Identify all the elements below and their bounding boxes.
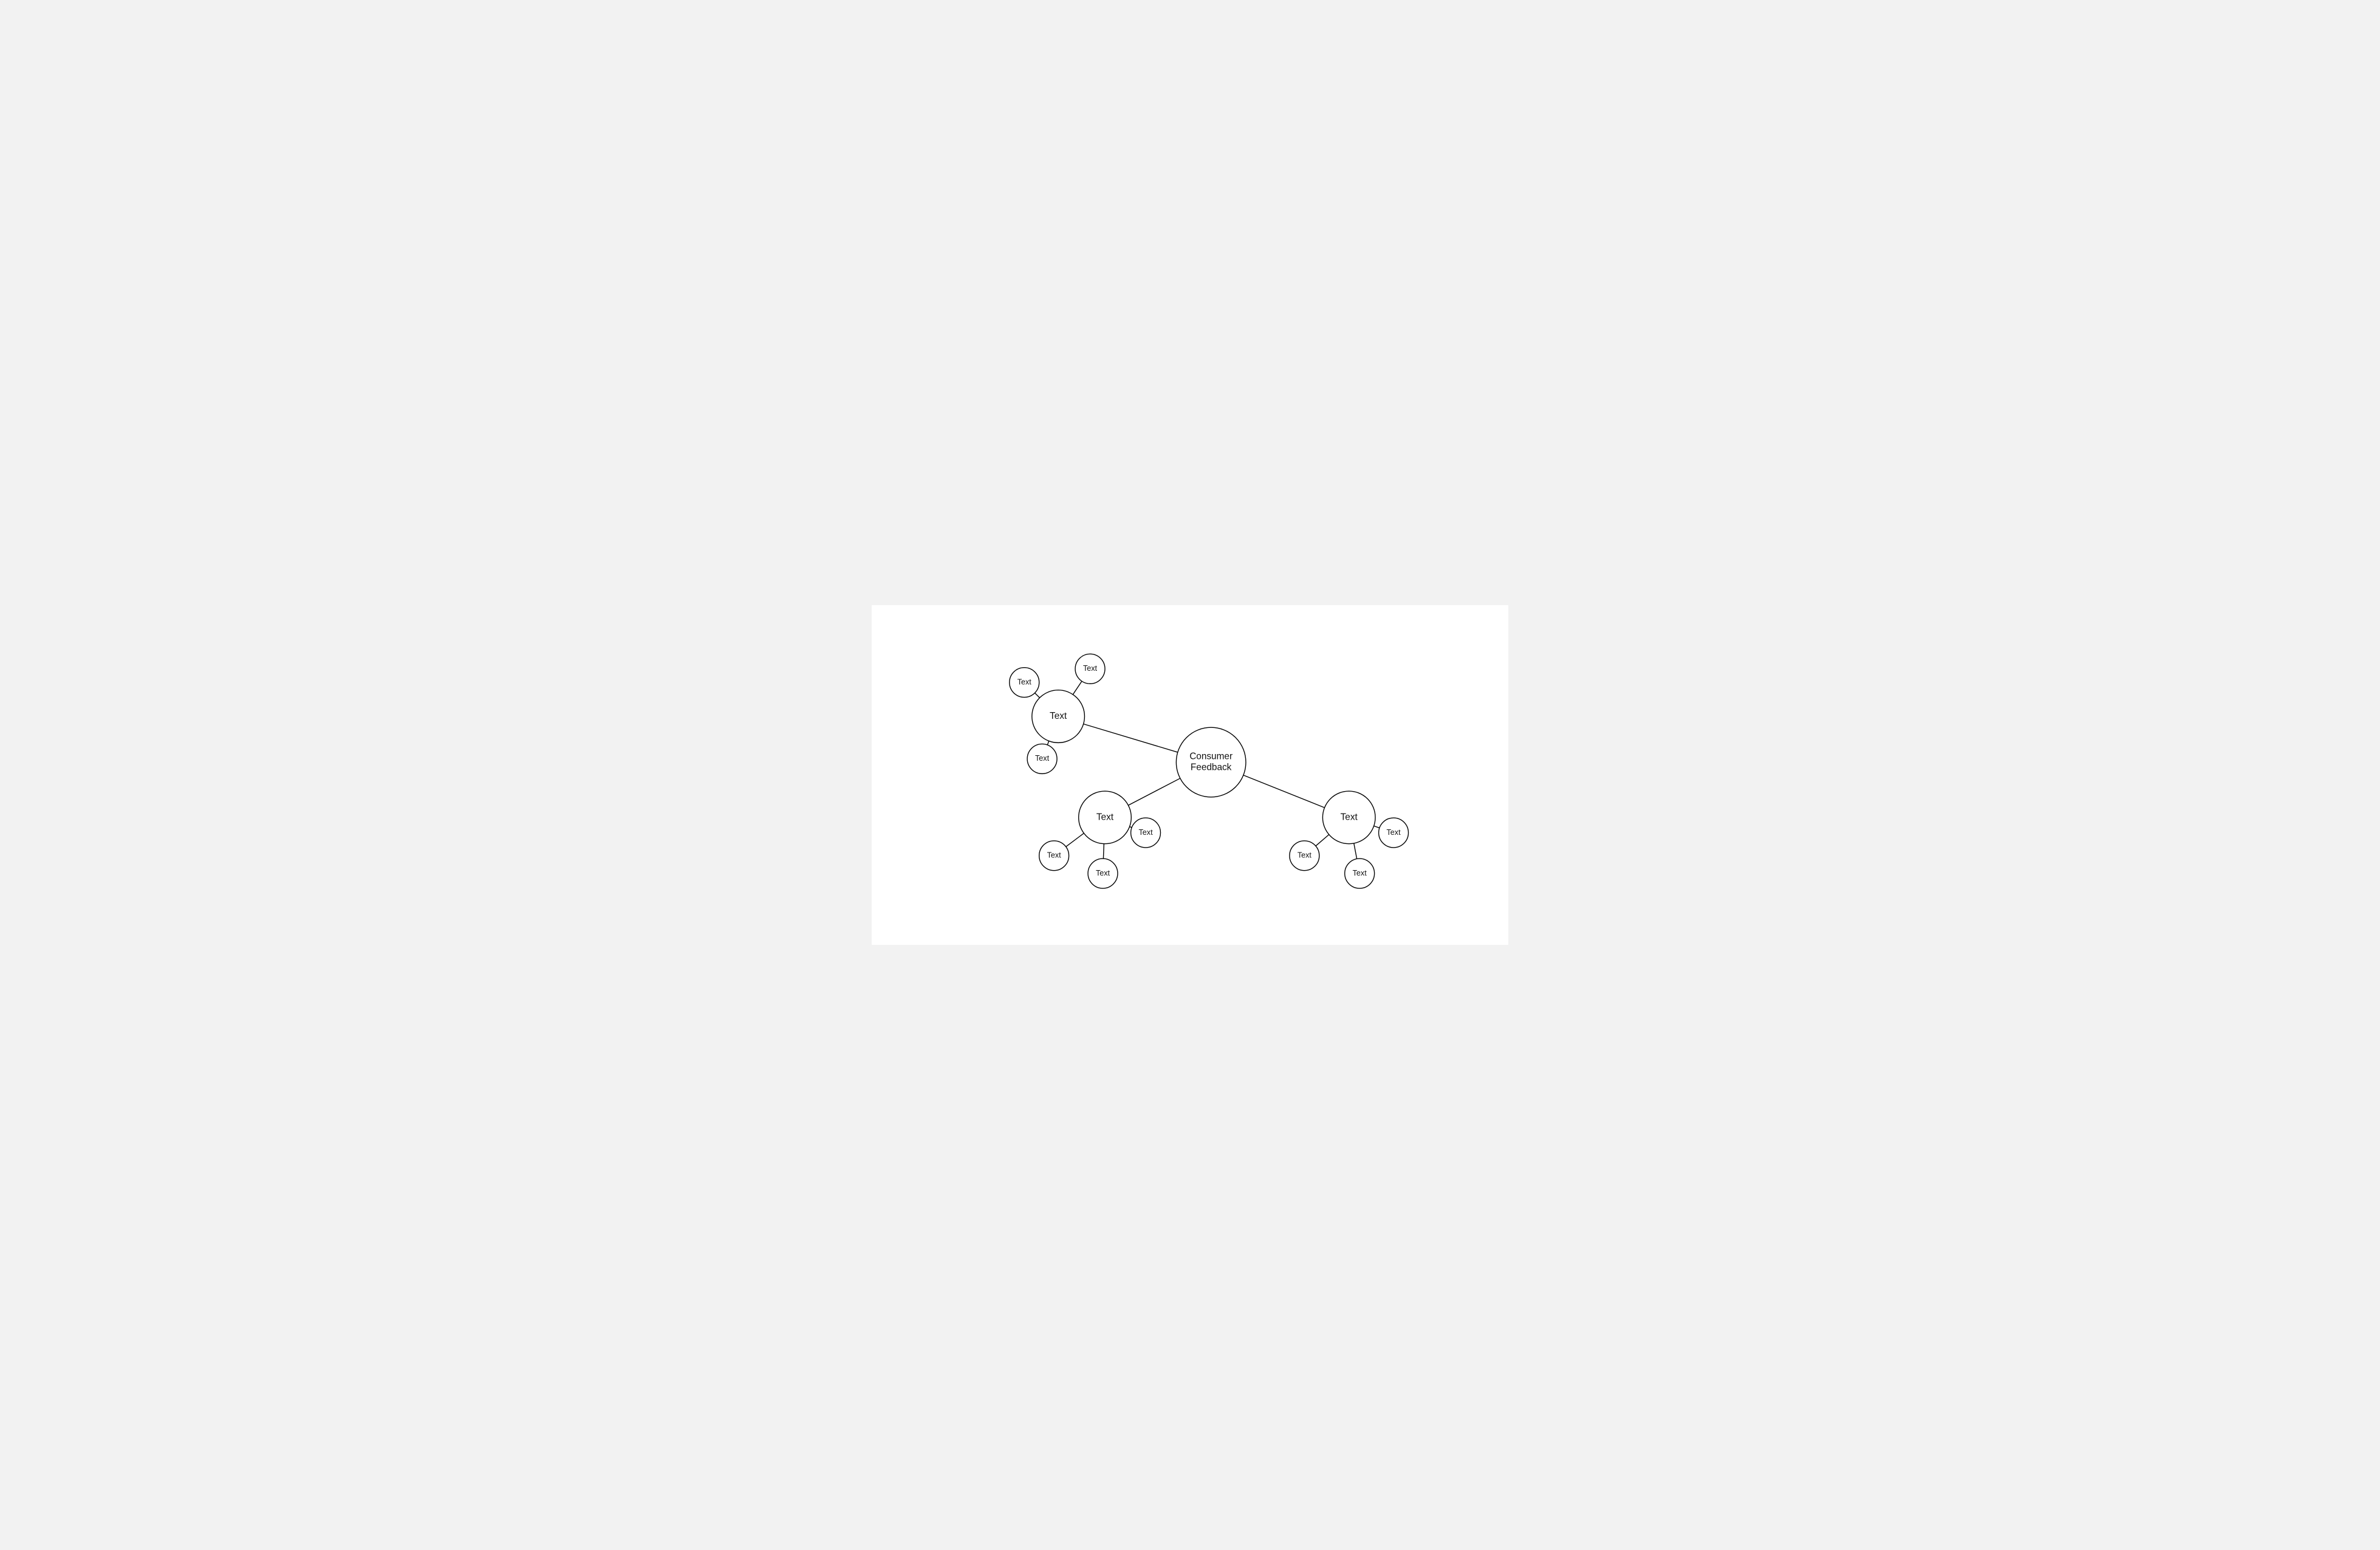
node-b1: Text xyxy=(1032,690,1085,743)
node-label-b1a: Text xyxy=(1017,678,1032,687)
node-root: ConsumerFeedback xyxy=(1177,727,1246,797)
edge-root-b2 xyxy=(1129,778,1180,805)
node-b3: Text xyxy=(1323,791,1376,844)
node-b2a: Text xyxy=(1039,841,1069,871)
node-label-b2b: Text xyxy=(1096,869,1110,877)
edge-b1-b1a xyxy=(1035,693,1040,698)
node-b2c: Text xyxy=(1131,818,1161,848)
node-b1c: Text xyxy=(1027,744,1057,773)
edge-b3-b3b xyxy=(1354,843,1357,859)
node-label-b1c: Text xyxy=(1035,754,1050,763)
node-label-b3c: Text xyxy=(1387,828,1401,837)
edge-root-b1 xyxy=(1084,724,1178,753)
node-b1a: Text xyxy=(1010,668,1039,698)
node-label-b2: Text xyxy=(1096,812,1114,822)
edge-b3-b3c xyxy=(1374,826,1380,828)
node-label-b2a: Text xyxy=(1047,851,1062,860)
node-label-root-line1: Feedback xyxy=(1191,762,1232,772)
node-label-b3a: Text xyxy=(1298,851,1312,860)
node-label-b1b: Text xyxy=(1083,664,1098,673)
edge-b3-b3a xyxy=(1316,835,1329,846)
diagram-card: ConsumerFeedback Text Text Text Text Text Text… xyxy=(872,605,1508,945)
node-label-b3: Text xyxy=(1341,812,1358,822)
node-b1b: Text xyxy=(1075,654,1105,684)
nodes-layer: ConsumerFeedback Text Text Text Text Text Text… xyxy=(1010,654,1409,888)
edge-b1-b1c xyxy=(1048,741,1049,746)
node-b3c: Text xyxy=(1379,818,1409,848)
node-b2: Text xyxy=(1079,791,1132,844)
node-label-root-line0: Consumer xyxy=(1190,752,1233,762)
edge-b2-b2a xyxy=(1066,833,1084,846)
page-frame: ConsumerFeedback Text Text Text Text Text Text… xyxy=(765,498,1615,1052)
node-label-b2c: Text xyxy=(1139,828,1154,837)
node-b2b: Text xyxy=(1088,859,1118,888)
node-label-b1: Text xyxy=(1050,711,1067,721)
node-b3a: Text xyxy=(1290,841,1319,871)
mindmap-diagram: ConsumerFeedback Text Text Text Text Text Text… xyxy=(872,605,1508,945)
node-b3b: Text xyxy=(1345,859,1375,888)
node-label-b3b: Text xyxy=(1353,869,1367,877)
edge-root-b3 xyxy=(1243,775,1325,808)
edge-b1-b1b xyxy=(1073,681,1082,694)
